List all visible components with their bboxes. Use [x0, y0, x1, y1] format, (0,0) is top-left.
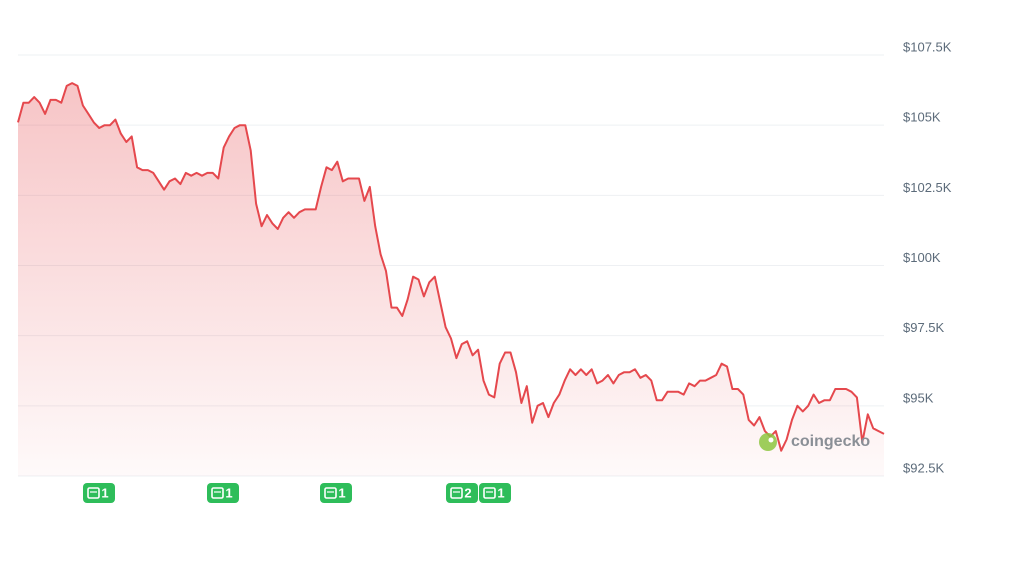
- area: [18, 83, 884, 476]
- plot: [17, 82, 885, 476]
- news-icon: [87, 487, 100, 499]
- y-tick-label: $105K: [903, 110, 941, 125]
- watermark-logo: [759, 433, 777, 451]
- news-count: 1: [101, 485, 108, 500]
- news-icon: [211, 487, 224, 499]
- news-badge: 2: [446, 483, 478, 503]
- y-tick-label: $95K: [903, 390, 934, 405]
- y-tick-label: $92.5K: [903, 460, 945, 475]
- watermark: coingecko: [759, 433, 870, 451]
- news-badge: 1: [479, 483, 511, 503]
- price-line: [17, 82, 885, 452]
- y-tick-label: $97.5K: [903, 320, 945, 335]
- events: 1 1 1 2 1: [83, 483, 511, 503]
- news-count: 1: [225, 485, 232, 500]
- news-count: 1: [497, 485, 504, 500]
- news-badge: 1: [320, 483, 352, 503]
- y-tick-label: $100K: [903, 250, 941, 265]
- y-tick-label: $107.5K: [903, 39, 952, 54]
- news-badge: 1: [83, 483, 115, 503]
- news-icon: [450, 487, 463, 499]
- news-count: 1: [338, 485, 345, 500]
- news-icon: [483, 487, 496, 499]
- watermark-logo-eye: [768, 437, 774, 443]
- news-count: 2: [464, 485, 471, 500]
- news-badge: 1: [207, 483, 239, 503]
- y-tick-label: $102.5K: [903, 180, 952, 195]
- news-icon: [324, 487, 337, 499]
- watermark-text: coingecko: [791, 433, 870, 450]
